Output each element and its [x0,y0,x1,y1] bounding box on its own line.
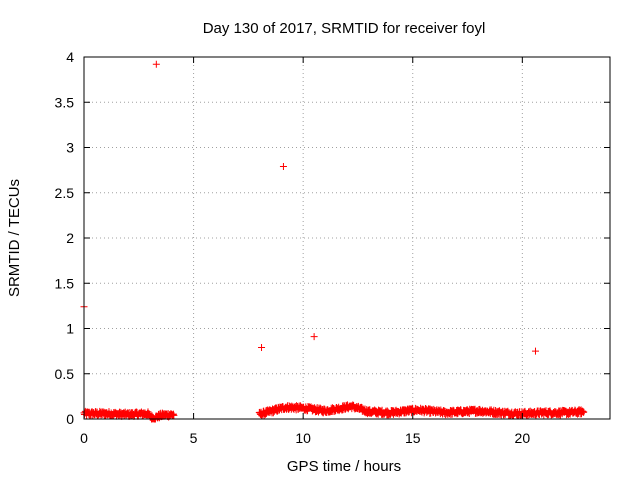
y-tick-label: 2 [66,230,74,246]
x-tick-label: 10 [295,430,311,446]
axis-ticks: 0 0.5 1 1.5 2 2.5 3 3.5 4 0 5 10 15 20 [55,49,610,446]
y-tick-label: 3 [66,140,74,156]
grid-layer [84,57,610,419]
y-tick-label: 0 [66,411,74,427]
chart-title: Day 130 of 2017, SRMTID for receiver foy… [203,20,486,37]
y-tick-label: 3.5 [55,94,75,110]
x-axis-label: GPS time / hours [287,458,401,475]
data-point [279,163,287,171]
data-point [310,333,318,341]
y-axis-label: SRMTID / TECUs [6,179,23,297]
y-tick-label: 0.5 [55,366,75,382]
data-points [80,60,588,423]
y-tick-label: 2.5 [55,185,75,201]
data-point [580,408,588,416]
x-tick-label: 5 [190,430,198,446]
data-point [531,347,539,355]
y-tick-label: 1.5 [55,275,75,291]
x-tick-label: 0 [80,430,88,446]
data-point [258,344,266,352]
y-tick-label: 4 [66,49,74,65]
y-tick-label: 1 [66,321,74,337]
x-tick-label: 15 [405,430,421,446]
x-tick-label: 20 [515,430,531,446]
plot-frame [83,56,611,420]
data-point [170,411,178,419]
data-point [152,60,160,68]
